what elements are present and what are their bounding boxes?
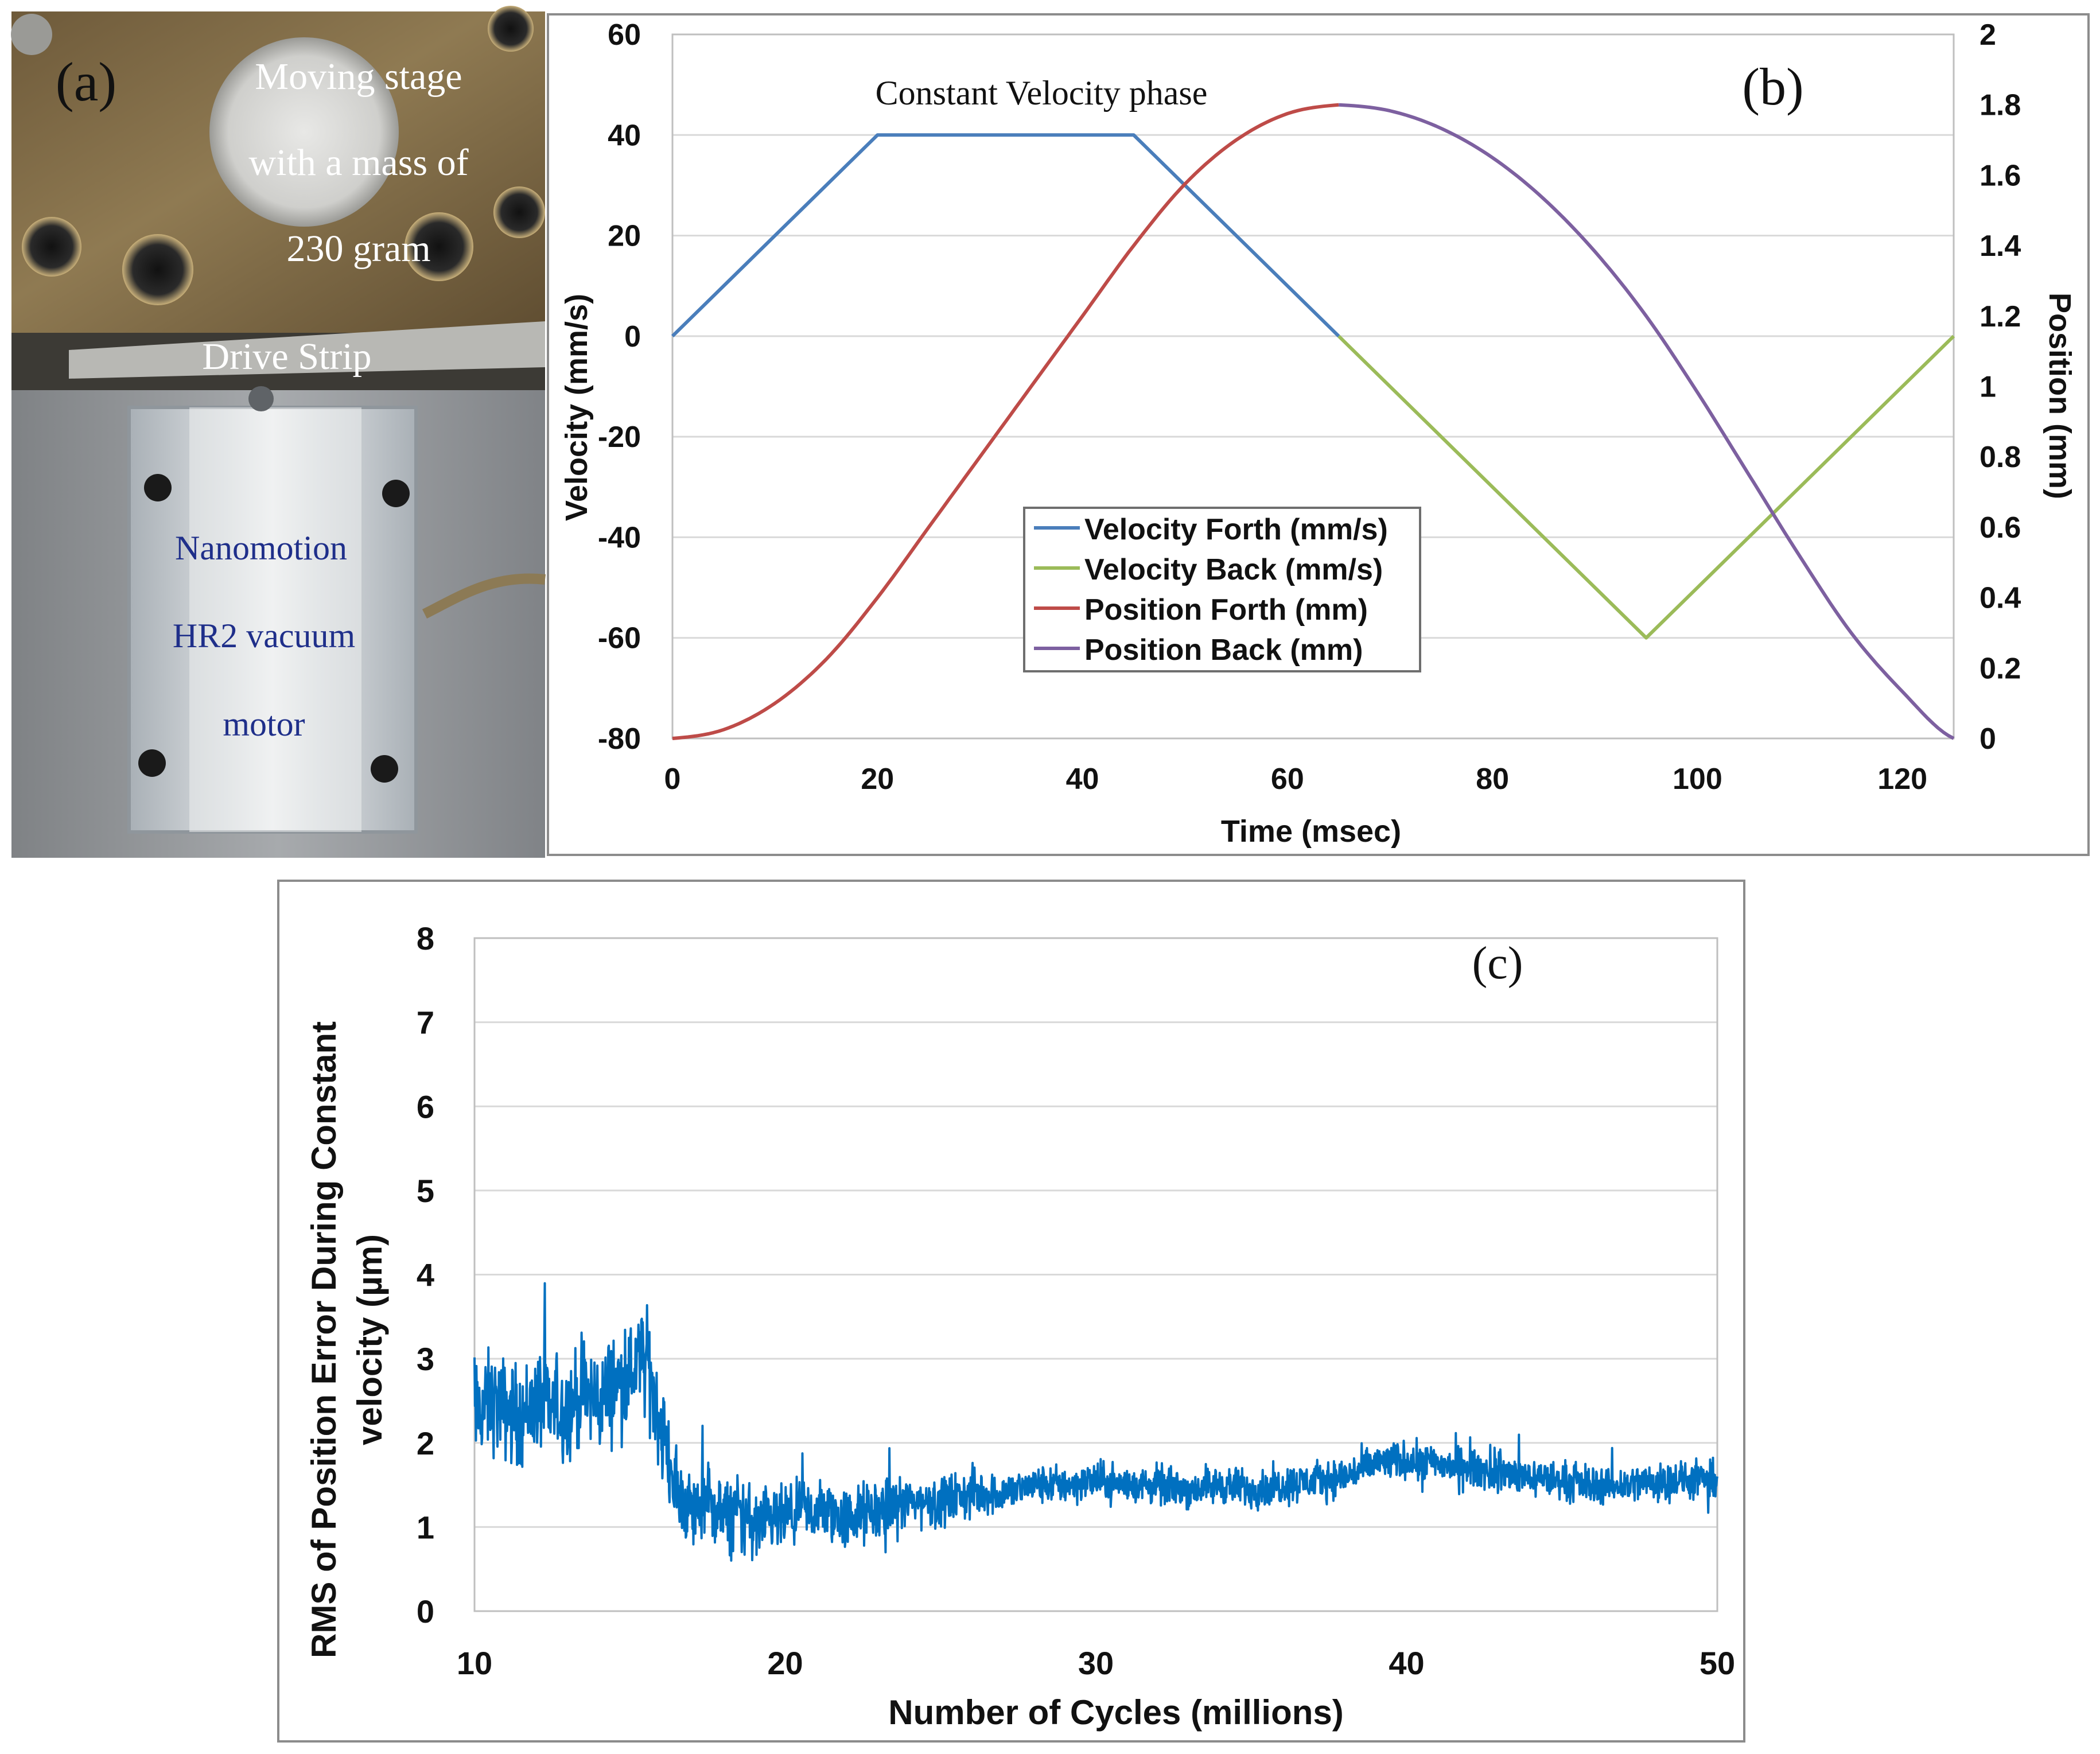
panel-c-x-tick-label: 20 (767, 1645, 803, 1681)
motor-screw-hole (138, 749, 166, 777)
panel-c-y-tick-label: 6 (417, 1088, 434, 1125)
panel-b-y2-tick-label: 0.2 (1980, 652, 2021, 685)
panel-b-chart: 60 40 20 0 -20 -40 -60 -80 2 1.8 1.6 1.4 1.2 1 0.8 0.6 0… (547, 13, 2090, 856)
panel-b-x-axis-title: Time (msec) (1221, 814, 1401, 849)
panel-b-y2-tick-label: 0.4 (1980, 582, 2021, 615)
stage-label-line-1: Moving stage (255, 56, 462, 98)
stage-label-line-2: with a mass of (248, 142, 468, 184)
panel-c-y-tick-label: 3 (417, 1341, 434, 1377)
panel-b-y-tick-label: -60 (598, 622, 641, 655)
cable (422, 573, 546, 619)
stage-hole (22, 217, 81, 277)
panel-b-legend: Velocity Forth (mm/s) Velocity Back (mm/… (1023, 507, 1421, 672)
panel-b-y-tick-label: 60 (608, 18, 641, 52)
panel-b-y2-tick-label: 0.6 (1980, 511, 2021, 545)
panel-c-plot-area (473, 937, 1718, 1612)
stage-hole (488, 6, 534, 52)
motor-label-line-2: HR2 vacuum (173, 617, 355, 655)
stage-hole (122, 234, 193, 305)
panel-c-series (473, 1282, 1718, 1562)
panel-c-frame (277, 880, 1745, 1743)
panel-c-y-tick-label: 5 (417, 1173, 434, 1209)
stage-hole (405, 212, 473, 281)
panel-b-y2-tick-label: 1.6 (1980, 159, 2021, 192)
panel-b-y2-tick-label: 1.4 (1980, 230, 2021, 263)
rms-error-line (473, 1282, 1718, 1562)
motor-pin (248, 386, 274, 411)
drive-strip (69, 321, 545, 379)
velocity-back-line (1337, 335, 1955, 640)
panel-c-y-tick-label: 7 (417, 1005, 434, 1041)
panel-c-y-axis-title-line-1: RMS of Position Error During Constant (305, 1021, 343, 1658)
legend-label-velocity-back: Velocity Back (mm/s) (1084, 553, 1383, 586)
panel-c-y-tick-label: 0 (417, 1593, 434, 1629)
stage-label-line-3: 230 gram (286, 228, 430, 270)
motor-screw-hole (144, 474, 172, 501)
panel-b-plot-area (671, 33, 1955, 740)
constant-velocity-annotation: Constant Velocity phase (876, 74, 1208, 112)
stage-window (209, 37, 399, 227)
screw-head (11, 14, 52, 55)
panel-c-label: (c) (1472, 938, 1523, 989)
panel-b-y-tick-label: 40 (608, 119, 641, 152)
panel-b-y-tick-label: -20 (598, 421, 641, 454)
motor-screw-hole (382, 480, 410, 507)
panel-b-y2-axis-title: Position (mm) (2043, 293, 2077, 499)
panel-c-x-axis-title: Number of Cycles (millions) (888, 1693, 1343, 1732)
panel-a-photo: (a) Moving stage with a mass of 230 gram… (11, 6, 546, 858)
panel-b-y2-tick-label: 0.8 (1980, 441, 2021, 474)
panel-c-y-tick-label: 4 (417, 1257, 434, 1293)
panel-b-label: (b) (1742, 57, 1803, 116)
panel-c-x-tick-label: 10 (457, 1645, 492, 1681)
legend-box (1023, 507, 1421, 672)
motor-label-line-3: motor (223, 705, 305, 743)
panel-b-x-tick-label: 40 (1066, 763, 1099, 796)
stage-hole (493, 186, 545, 238)
position-forth-line (672, 103, 1339, 740)
panel-b-y-tick-label: -40 (598, 521, 641, 554)
panel-b-x-tick-label: 60 (1271, 763, 1304, 796)
panel-b-y2-tick-label: 0 (1980, 722, 1996, 756)
panel-b-y2-tick-label: 1 (1980, 371, 1996, 404)
panel-b-y2-tick-label: 1.8 (1980, 89, 2021, 122)
panel-a-label: (a) (56, 51, 117, 112)
panel-b-y-tick-label: 0 (624, 320, 641, 353)
velocity-forth-line (671, 133, 1340, 338)
panel-b-tick-labels: 60 40 20 0 -20 -40 -60 -80 2 1.8 1.6 1.4 1.2 1 0.8 0.6 0… (598, 18, 2021, 796)
motor-label-line-1: Nanomotion (175, 529, 347, 567)
panel-b-x-tick-label: 0 (664, 763, 681, 796)
motor-center (189, 407, 361, 832)
legend-label-position-forth: Position Forth (mm) (1084, 593, 1368, 627)
legend-label-velocity-forth: Velocity Forth (mm/s) (1084, 513, 1388, 546)
panel-c-y-tick-label: 2 (417, 1425, 434, 1461)
panel-c-x-tick-label: 30 (1078, 1645, 1114, 1681)
panel-b-y2-tick-label: 2 (1980, 18, 1996, 52)
panel-c-y-axis-title-line-2: velocity (µm) (351, 1234, 389, 1445)
panel-b-x-tick-label: 120 (1877, 763, 1927, 796)
panel-b-y-axis-title: Velocity (mm/s) (559, 294, 594, 521)
legend-label-position-back: Position Back (mm) (1084, 633, 1363, 667)
panel-c-x-tick-label: 40 (1389, 1645, 1424, 1681)
motor-screw-hole (371, 755, 398, 783)
panel-b-x-tick-label: 100 (1673, 763, 1722, 796)
panel-c-y-tick-label: 1 (417, 1509, 434, 1545)
panel-b-y2-tick-label: 1.2 (1980, 300, 2021, 333)
drive-strip-label: Drive Strip (202, 336, 371, 378)
panel-b-x-tick-label: 80 (1476, 763, 1509, 796)
panel-b-y-tick-label: 20 (608, 220, 641, 253)
panel-b-plot-border (671, 33, 1955, 740)
panel-c-x-tick-label: 50 (1700, 1645, 1735, 1681)
panel-c-plot-border (473, 937, 1718, 1612)
panel-b-frame (547, 13, 2090, 856)
panel-b-x-tick-label: 20 (861, 763, 894, 796)
panel-c-y-tick-label: 8 (417, 920, 434, 956)
position-back-line (1339, 103, 1955, 740)
panel-b-y-tick-label: -80 (598, 722, 641, 756)
panel-b-series (671, 103, 1955, 740)
